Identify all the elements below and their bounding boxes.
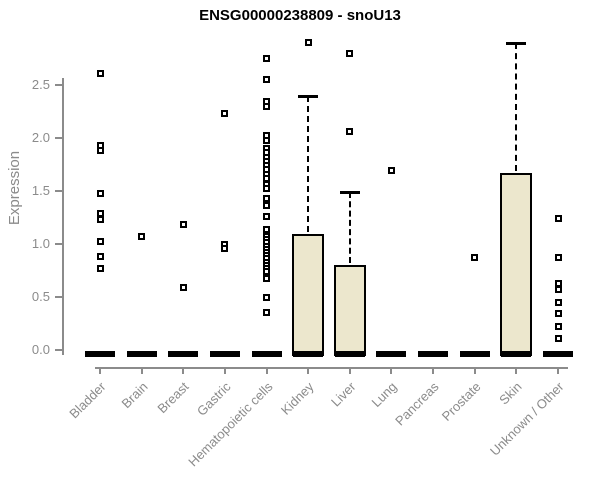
outlier-point	[471, 254, 479, 262]
outlier-point	[263, 185, 271, 193]
median-bar	[418, 351, 449, 357]
y-tick-label: 1.5	[31, 183, 50, 198]
y-tick	[55, 84, 62, 86]
y-tick	[55, 243, 62, 245]
outlier-point	[96, 216, 104, 224]
median-bar	[251, 351, 282, 357]
x-tick	[390, 367, 393, 374]
outlier-point	[263, 174, 271, 182]
outlier-point	[554, 323, 562, 331]
outlier-point	[263, 309, 271, 317]
y-tick-label: 0.0	[31, 342, 50, 357]
x-tick	[307, 367, 310, 374]
outlier-point	[263, 212, 271, 220]
y-tick-label: 1.0	[31, 236, 50, 251]
outlier-point	[138, 233, 146, 241]
outlier-point	[96, 238, 104, 246]
y-axis	[62, 78, 64, 355]
x-tick	[557, 367, 560, 374]
outlier-point	[304, 39, 312, 47]
outlier-point	[263, 55, 271, 62]
x-tick	[223, 367, 226, 374]
outlier-point	[554, 279, 562, 287]
box	[500, 172, 533, 356]
median-bar	[334, 351, 365, 357]
median-bar	[209, 351, 240, 357]
outlier-point	[221, 244, 229, 252]
y-tick-label: 2.0	[31, 130, 50, 145]
outlier-point	[263, 194, 271, 202]
outlier-point	[554, 215, 562, 223]
x-tick	[265, 367, 268, 374]
outlier-point	[263, 202, 271, 210]
y-tick	[55, 296, 62, 298]
outlier-point	[96, 209, 104, 217]
median-bar	[459, 351, 490, 357]
outlier-point	[554, 286, 562, 294]
outlier-point	[263, 102, 271, 110]
outlier-point	[263, 76, 271, 84]
whisker-cap	[506, 41, 527, 45]
whisker-line	[307, 95, 310, 233]
x-tick	[515, 367, 518, 374]
outlier-point	[346, 49, 354, 57]
x-tick	[432, 367, 435, 374]
outlier-point	[263, 268, 271, 276]
median-bar	[376, 351, 407, 357]
median-bar	[293, 351, 324, 357]
x-tick	[182, 367, 185, 374]
x-tick	[140, 367, 143, 374]
whisker-cap	[339, 191, 360, 195]
outlier-point	[179, 221, 187, 229]
whisker-line	[348, 192, 351, 264]
y-tick-label: 2.5	[31, 77, 50, 92]
outlier-point	[96, 253, 104, 261]
y-tick	[55, 190, 62, 192]
outlier-point	[554, 310, 562, 318]
whisker-cap	[298, 94, 319, 98]
x-tick	[473, 367, 476, 374]
outlier-point	[179, 283, 187, 291]
chart-title: ENSG00000238809 - snoU13	[199, 7, 401, 24]
outlier-point	[263, 275, 271, 283]
outlier-point	[346, 128, 354, 136]
outlier-point	[96, 147, 104, 155]
outlier-point	[96, 69, 104, 77]
median-bar	[543, 351, 574, 357]
outlier-point	[263, 293, 271, 301]
outlier-point	[387, 167, 395, 175]
x-tick	[348, 367, 351, 374]
y-tick	[55, 349, 62, 351]
outlier-point	[263, 136, 271, 144]
median-bar	[501, 351, 532, 357]
whisker-line	[515, 42, 518, 171]
outlier-point	[554, 298, 562, 306]
median-bar	[126, 351, 157, 357]
outlier-point	[554, 254, 562, 262]
x-tick	[99, 367, 101, 374]
y-tick-label: 0.5	[31, 289, 50, 304]
outlier-point	[96, 189, 104, 197]
box	[292, 234, 325, 356]
y-tick	[55, 137, 62, 139]
median-bar	[168, 351, 199, 357]
median-bar	[85, 351, 115, 357]
outlier-point	[263, 225, 271, 233]
outlier-point	[221, 110, 229, 118]
outlier-point	[96, 264, 104, 272]
x-axis	[95, 367, 569, 369]
box	[333, 265, 366, 356]
outlier-point	[554, 334, 562, 342]
